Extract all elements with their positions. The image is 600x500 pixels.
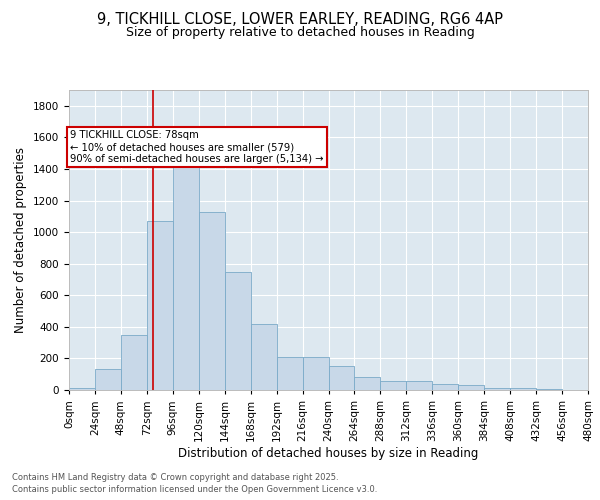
Text: Size of property relative to detached houses in Reading: Size of property relative to detached ho… [125,26,475,39]
Bar [69,388,95,390]
Bar [302,357,329,390]
Bar [432,384,458,390]
Bar [406,382,432,390]
Bar [95,370,121,390]
Bar [536,389,562,390]
Text: Contains public sector information licensed under the Open Government Licence v3: Contains public sector information licen… [12,485,377,494]
Bar [484,388,510,390]
Text: 9, TICKHILL CLOSE, LOWER EARLEY, READING, RG6 4AP: 9, TICKHILL CLOSE, LOWER EARLEY, READING… [97,12,503,28]
Bar [199,212,224,390]
Text: Contains HM Land Registry data © Crown copyright and database right 2025.: Contains HM Land Registry data © Crown c… [12,472,338,482]
Bar [510,388,536,390]
Bar [251,324,277,390]
Bar [173,158,199,390]
Bar [277,357,302,390]
Bar [329,366,355,390]
Bar [121,334,147,390]
Text: 9 TICKHILL CLOSE: 78sqm
← 10% of detached houses are smaller (579)
90% of semi-d: 9 TICKHILL CLOSE: 78sqm ← 10% of detache… [70,130,323,164]
X-axis label: Distribution of detached houses by size in Reading: Distribution of detached houses by size … [178,446,479,460]
Bar [147,221,173,390]
Bar [225,272,251,390]
Y-axis label: Number of detached properties: Number of detached properties [14,147,28,333]
Bar [355,378,380,390]
Bar [380,382,406,390]
Bar [458,386,484,390]
